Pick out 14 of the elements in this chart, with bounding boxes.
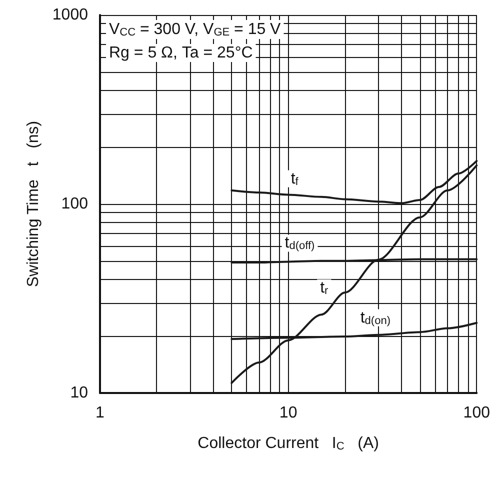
annotation: tr (320, 279, 329, 297)
y-tick-label: 10 (70, 384, 88, 402)
x-tick-label: 1 (96, 404, 105, 422)
annotation: tf (290, 170, 300, 188)
annotation: VCC = 300 V, VGE = 15 V (109, 21, 282, 38)
y-axis-title: Switching Time t (ns) (25, 120, 42, 288)
y-tick-label: 1000 (52, 6, 88, 24)
x-tick-label: 10 (279, 404, 298, 422)
y-tick-label: 100 (61, 196, 88, 212)
annotation: td(on) (360, 309, 390, 327)
annotation: td(off) (284, 234, 315, 252)
text: Collector Current IC (A) (198, 435, 379, 452)
x-tick-label: 100 (463, 404, 490, 422)
annotation: Rg = 5 Ω, Ta = 25°C (109, 44, 253, 62)
